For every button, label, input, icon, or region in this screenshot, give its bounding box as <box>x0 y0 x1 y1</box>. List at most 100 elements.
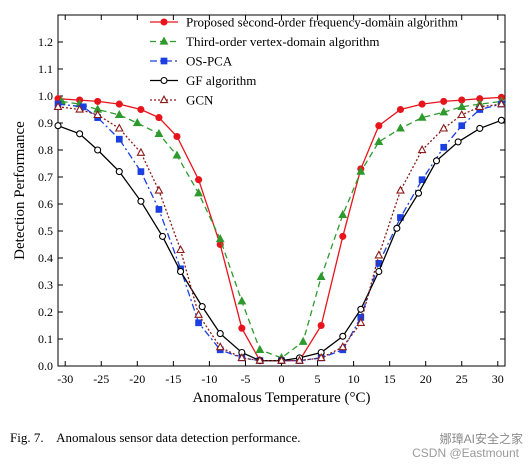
series-line-1 <box>57 96 502 362</box>
series-2-point <box>215 234 225 243</box>
x-tick-label: 0 <box>279 372 285 386</box>
series-1-point <box>238 324 246 332</box>
series-5-point <box>316 352 326 362</box>
series-5-point <box>457 109 467 119</box>
y-tick-label: 1.1 <box>38 62 53 76</box>
series-5-point <box>93 109 103 119</box>
legend-label-3: OS-PCA <box>186 54 233 69</box>
series-1-point <box>375 122 383 130</box>
series-5-point <box>374 250 384 259</box>
series-2-point <box>396 123 405 132</box>
legend-marker-2 <box>159 36 169 45</box>
series-5-point <box>194 309 204 318</box>
figure-caption-text: Anomalous sensor data detection performa… <box>56 430 301 445</box>
series-line-5 <box>57 103 502 362</box>
series-5-point <box>53 101 63 110</box>
series-4-point <box>177 267 185 276</box>
y-tick-label: 0.1 <box>38 332 53 346</box>
figure-label: Fig. 7. <box>10 430 44 445</box>
x-tick-label: 10 <box>348 372 360 386</box>
series-5-point <box>255 355 265 364</box>
series-4-point <box>76 130 84 138</box>
series-2-point <box>457 101 467 110</box>
x-tick-label: -30 <box>57 372 73 386</box>
watermark-account: 娜璋AI安全之家 <box>439 432 523 446</box>
series-1-point <box>195 176 203 184</box>
series-5-point <box>136 147 146 156</box>
y-tick-label: 0.8 <box>38 143 53 157</box>
series-4-point <box>158 232 167 240</box>
series-5-point <box>176 244 185 254</box>
series-1-point <box>173 132 181 141</box>
legend-label-1: Proposed second-order frequency-domain a… <box>186 15 458 30</box>
series-5-point <box>496 99 506 108</box>
series-2-point <box>114 109 124 119</box>
series-3-point <box>195 319 202 327</box>
series-2-point <box>172 150 182 159</box>
series-4-point <box>115 168 123 176</box>
x-tick-label: 30 <box>492 372 504 386</box>
legend-label-2: Third-order vertex-domain algorithm <box>186 34 380 49</box>
series-line-2 <box>61 100 502 359</box>
series-4-point <box>94 146 102 154</box>
x-tick-label: -10 <box>201 372 217 386</box>
series-1-point <box>418 100 426 108</box>
plot-area: -30 -25 -20 -15 -10 -5 0 5 10 15 20 25 30 0.0 0.1 0.2 0.… <box>38 14 506 386</box>
series-2-point <box>154 128 164 137</box>
series-4-point <box>198 303 206 311</box>
series-3-point <box>155 206 163 213</box>
series-2-point <box>374 136 384 146</box>
x-tick-label: 5 <box>315 372 321 386</box>
series-1-point <box>115 100 123 108</box>
x-tick-label: -15 <box>165 372 181 386</box>
series-2-point <box>316 271 326 281</box>
y-axis-title: Detection Performance <box>12 121 28 260</box>
series-2-point <box>194 188 204 197</box>
series-4-point <box>432 157 441 165</box>
series-1-point <box>94 97 102 105</box>
series-line-4 <box>57 119 502 362</box>
y-tick-label: 0.5 <box>38 224 53 238</box>
series-1-point <box>155 114 163 122</box>
figure-caption: Fig. 7. Anomalous sensor data detection … <box>10 430 301 446</box>
y-tick-label: 0.2 <box>38 305 53 319</box>
series-5-point <box>417 145 427 154</box>
detection-performance-chart: -30 -25 -20 -15 -10 -5 0 5 10 15 20 25 30 0.0 0.1 0.2 0.… <box>12 14 506 406</box>
series-4-point <box>339 332 347 340</box>
series-2-point <box>255 344 265 353</box>
series-4-point <box>137 197 145 205</box>
series-2-point <box>439 107 449 116</box>
x-tick-label: 20 <box>420 372 432 386</box>
series-2-point <box>356 166 366 175</box>
legend-marker-4 <box>160 76 168 85</box>
y-tick-label: 0.6 <box>38 197 53 211</box>
y-tick-label: 0.3 <box>38 278 53 292</box>
series-1-point <box>137 105 145 114</box>
x-tick-label: -5 <box>240 372 250 386</box>
series-5-point <box>75 104 85 113</box>
x-tick-label: 15 <box>384 372 396 386</box>
series-2-point <box>132 118 142 127</box>
series-5-point <box>277 355 286 364</box>
legend-label-5: GCN <box>186 93 214 108</box>
series-2-point <box>298 336 308 345</box>
series-3-point <box>115 135 123 143</box>
series-4-point <box>454 138 462 146</box>
series-5-point <box>237 352 247 362</box>
legend-marker-5 <box>159 95 169 104</box>
series-1-point <box>396 105 405 114</box>
series-3-point <box>440 143 448 151</box>
series-4-point <box>357 305 365 313</box>
series-3-point <box>458 122 466 130</box>
y-tick-label: 0.7 <box>38 170 53 184</box>
series-line-3 <box>57 103 502 362</box>
x-tick-label: -25 <box>93 372 109 386</box>
x-axis-title: Anomalous Temperature (°C) <box>193 390 371 406</box>
series-3-point <box>418 176 426 184</box>
series-5-point <box>114 123 124 132</box>
series-2-point <box>417 112 427 121</box>
series-1-point <box>317 321 325 330</box>
y-tick-label: 1.0 <box>38 89 53 103</box>
series-5-point <box>356 317 366 326</box>
series-4-point <box>414 189 423 197</box>
